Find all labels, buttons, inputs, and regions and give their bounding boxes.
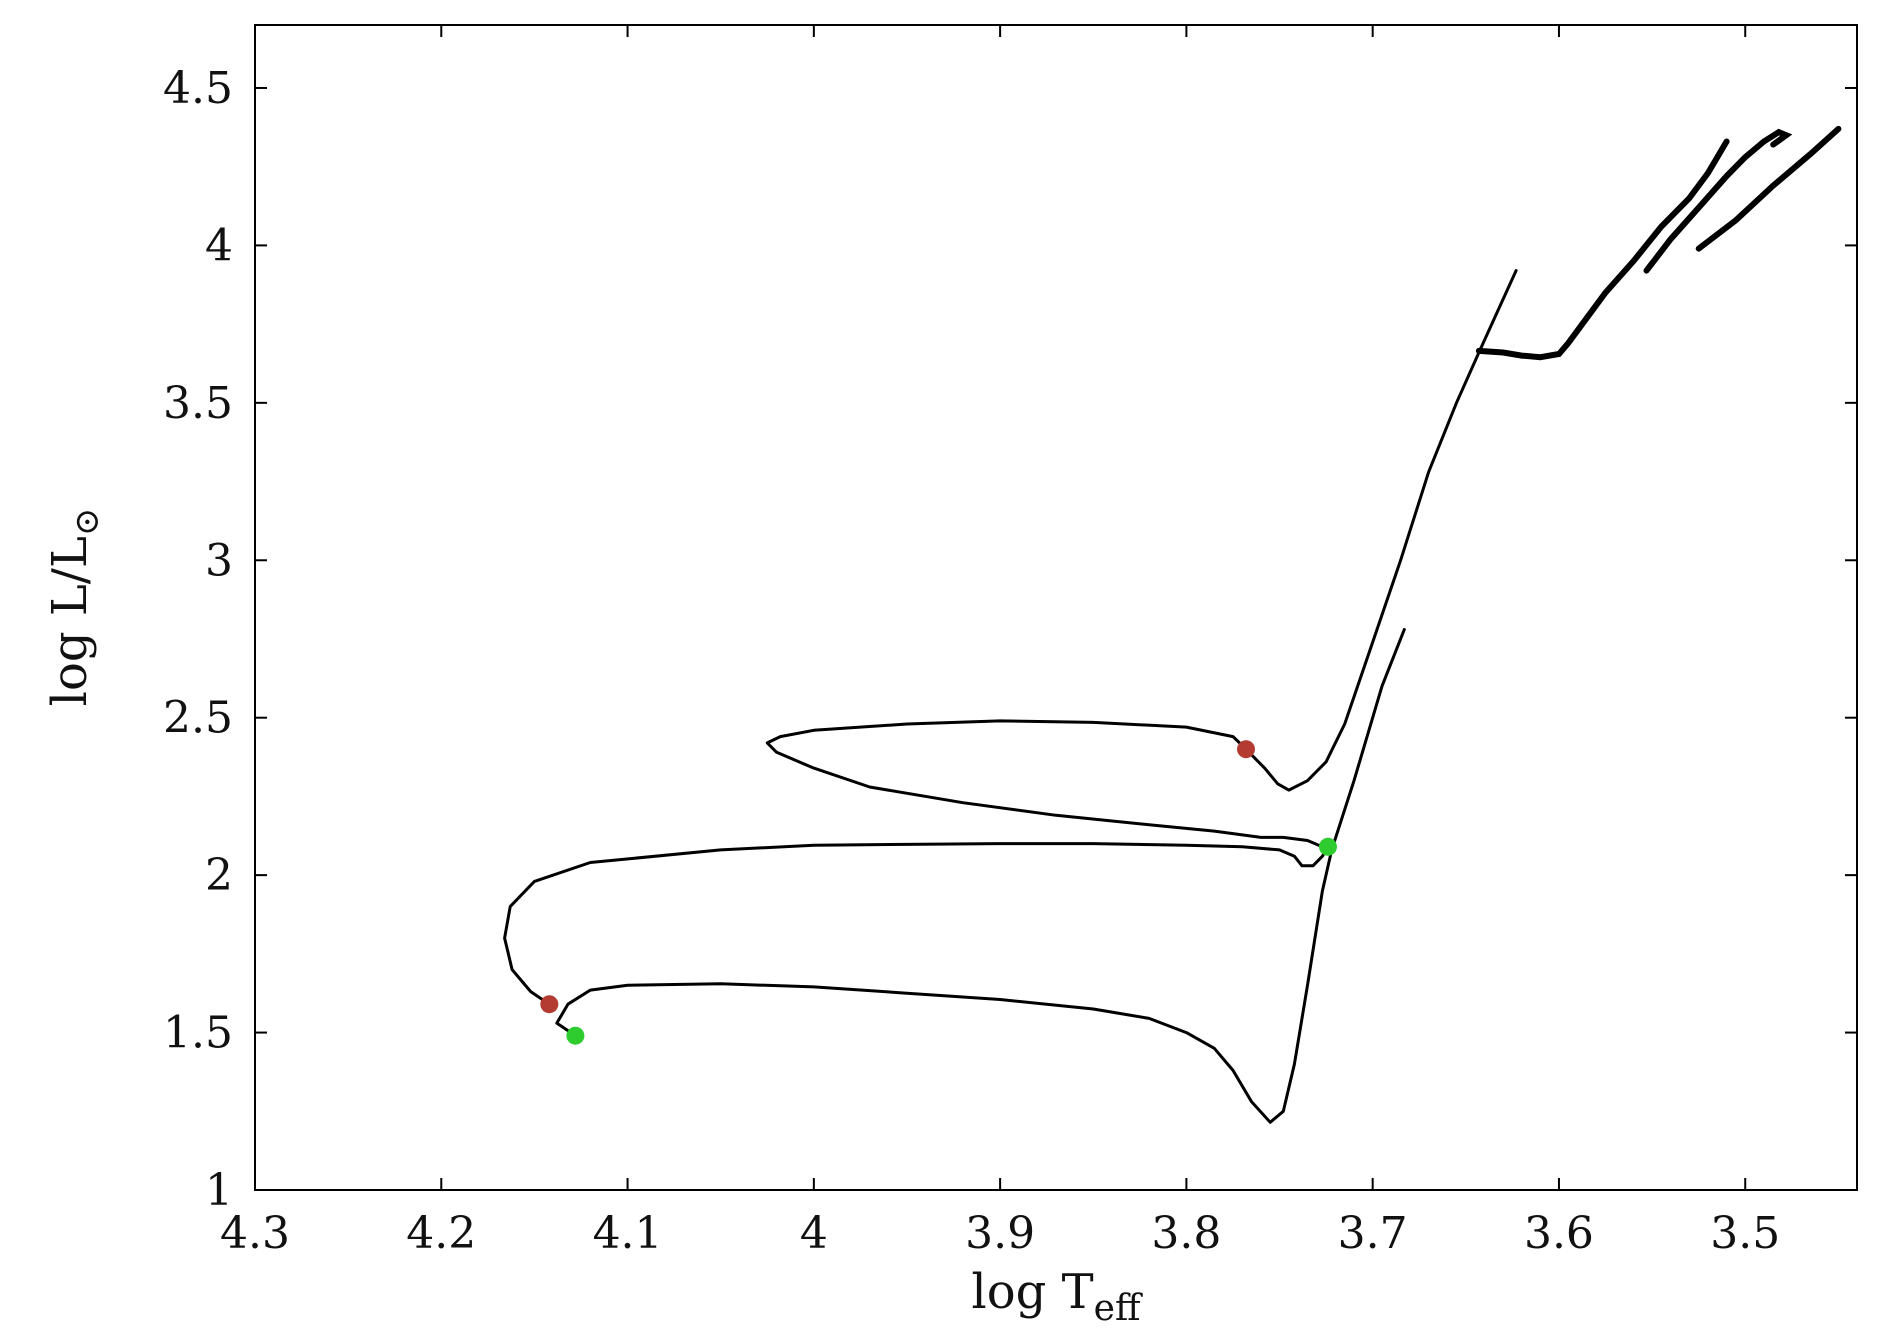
y-tick-label: 1.5 (163, 1008, 233, 1059)
track-segment-3 (765, 269, 1518, 849)
x-tick-label: 3.6 (1524, 1208, 1594, 1259)
y-tick-label: 3 (205, 535, 233, 586)
y-tick-label: 3.5 (163, 378, 233, 429)
evolutionary-tracks (503, 125, 1842, 1124)
x-tick-label: 4.3 (220, 1208, 290, 1259)
x-tick-labels: 4.3 4.2 4.1 4 3.9 3.8 3.7 3.6 3.5 (220, 1208, 1780, 1259)
x-axis-title: log Teff (971, 1264, 1143, 1329)
phase-marker-2 (540, 995, 559, 1014)
x-tick-label: 3.7 (1338, 1208, 1408, 1259)
x-tick-label: 4.1 (593, 1208, 663, 1259)
x-tick-label: 4 (800, 1208, 828, 1259)
track-segment-1 (555, 628, 1406, 1124)
plot-frame (254, 24, 1858, 1191)
track-segment-6 (1695, 125, 1842, 252)
y-tick-labels: 1 1.5 2 2.5 3 3.5 4 4.5 (163, 63, 233, 1216)
phase-markers (540, 740, 1337, 1045)
x-tick-label: 3.5 (1710, 1208, 1780, 1259)
phase-marker-3 (1318, 837, 1337, 856)
track-segment-4 (1475, 138, 1730, 361)
phase-marker-1 (566, 1026, 585, 1045)
y-tick-label: 2.5 (163, 693, 233, 744)
y-tick-label: 2 (205, 850, 233, 901)
x-tick-label: 3.8 (1151, 1208, 1221, 1259)
y-tick-label: 4 (205, 220, 233, 271)
y-tick-label: 1 (205, 1165, 233, 1216)
axis-ticks (254, 25, 1857, 1191)
y-tick-label: 4.5 (163, 63, 233, 114)
track-segment-5 (1643, 128, 1793, 274)
phase-marker-4 (1237, 740, 1256, 759)
x-tick-label: 4.2 (406, 1208, 476, 1259)
x-tick-label: 3.9 (965, 1208, 1035, 1259)
track-segment-2 (503, 842, 1330, 1006)
y-axis-title: log L/L⊙ (42, 508, 107, 707)
